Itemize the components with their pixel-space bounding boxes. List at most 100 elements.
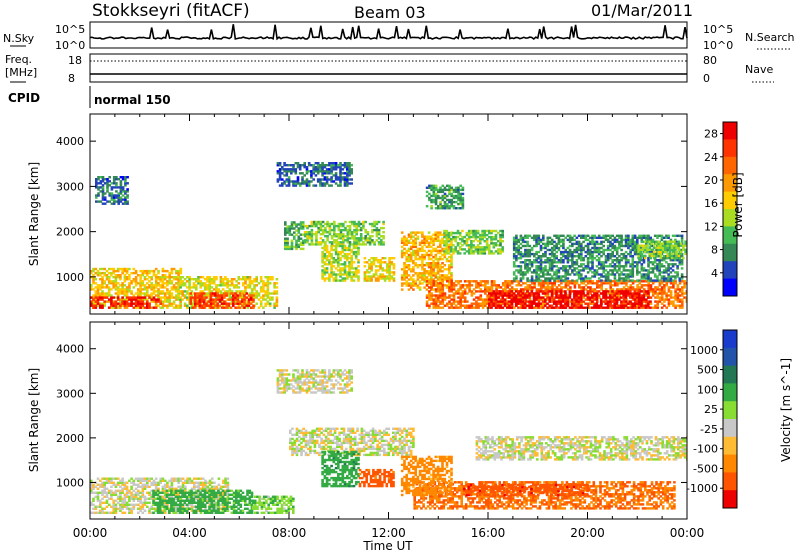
range-time-cell [494, 292, 498, 295]
range-time-cell [423, 280, 426, 283]
range-time-cell [494, 302, 498, 305]
range-time-cell [359, 226, 363, 230]
range-time-cell [116, 304, 120, 307]
range-time-cell [357, 243, 361, 246]
range-time-cell [564, 296, 567, 299]
range-time-cell [470, 252, 473, 255]
range-time-cell [685, 292, 687, 295]
range-time-cell [346, 246, 349, 250]
range-time-cell [615, 234, 619, 237]
range-time-cell [201, 276, 205, 279]
range-time-cell [448, 290, 451, 293]
range-time-cell [591, 296, 594, 299]
range-time-cell [125, 276, 129, 279]
range-time-cell [454, 290, 458, 293]
range-time-cell [348, 241, 352, 244]
range-time-cell [606, 248, 610, 252]
range-time-cell [618, 296, 621, 299]
range-time-cell [528, 255, 532, 258]
range-time-cell [622, 277, 626, 280]
range-time-cell [472, 252, 475, 255]
range-time-cell [593, 298, 596, 301]
range-time-cell [636, 306, 639, 309]
range-time-cell [405, 282, 408, 285]
range-time-cell [218, 300, 222, 303]
range-time-cell [234, 298, 237, 301]
range-time-cell [128, 282, 131, 285]
range-time-cell [114, 296, 118, 299]
range-time-cell [566, 261, 570, 264]
range-time-cell [148, 284, 151, 287]
range-time-cell [571, 263, 574, 266]
range-time-cell [230, 280, 234, 283]
range-time-cell [535, 244, 538, 248]
range-time-cell [348, 244, 351, 248]
range-time-cell [656, 269, 659, 272]
range-time-cell [370, 257, 373, 260]
range-time-cell [101, 280, 104, 283]
range-time-cell [591, 275, 594, 278]
range-time-cell [579, 304, 583, 307]
range-time-cell [425, 272, 429, 275]
range-time-cell [519, 234, 523, 237]
range-time-cell [328, 261, 331, 264]
range-time-cell [199, 286, 202, 289]
range-time-cell [425, 278, 429, 281]
range-time-cell [542, 238, 545, 242]
range-time-cell [427, 249, 431, 253]
range-time-cell [640, 286, 644, 289]
range-time-cell [441, 270, 444, 273]
range-time-cell [485, 242, 489, 245]
range-time-cell [359, 233, 363, 236]
range-time-cell [595, 265, 599, 268]
range-time-cell [432, 264, 435, 267]
range-time-cell [631, 288, 635, 291]
range-time-cell [636, 240, 639, 244]
range-time-cell [631, 279, 635, 282]
range-time-cell [665, 306, 668, 309]
range-time-cell [114, 306, 118, 309]
range-time-cell [635, 300, 639, 303]
range-time-cell [550, 269, 554, 272]
range-time-cell [503, 304, 507, 307]
range-time-cell [544, 302, 548, 305]
range-time-cell [557, 261, 561, 264]
range-time-cell [416, 264, 420, 267]
range-time-cell [519, 288, 523, 291]
range-time-cell [506, 290, 509, 293]
range-time-cell [379, 277, 382, 280]
range-time-cell [660, 271, 664, 274]
range-time-cell [374, 271, 378, 274]
range-time-cell [495, 286, 498, 289]
range-time-cell [622, 255, 626, 258]
range-time-cell [591, 298, 595, 301]
range-time-cell [452, 238, 455, 241]
range-time-cell [170, 267, 174, 271]
range-time-cell [159, 280, 162, 283]
range-time-cell [262, 286, 265, 289]
range-time-cell [348, 248, 351, 252]
range-time-cell [403, 274, 406, 277]
range-time-cell [497, 290, 500, 293]
range-time-cell [501, 235, 504, 239]
range-time-cell [388, 259, 391, 262]
range-time-cell [602, 267, 605, 270]
range-time-cell [615, 271, 619, 274]
range-time-cell [521, 238, 525, 242]
range-time-cell [412, 282, 415, 285]
range-time-cell [624, 234, 628, 237]
range-time-cell [526, 271, 529, 274]
range-time-cell [533, 238, 536, 242]
range-time-cell [330, 263, 333, 266]
range-time-cell [636, 288, 639, 291]
range-time-cell [452, 292, 456, 295]
range-time-cell [537, 296, 540, 299]
range-time-cell [208, 290, 211, 293]
range-time-cell [533, 306, 536, 309]
range-time-cell [200, 300, 204, 303]
range-time-cell [575, 259, 579, 262]
range-time-cell [439, 280, 442, 283]
range-time-cell [92, 294, 95, 297]
range-time-cell [123, 276, 127, 279]
range-time-cell [573, 263, 576, 266]
